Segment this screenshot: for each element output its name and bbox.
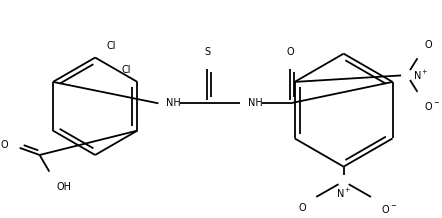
- Text: O$^-$: O$^-$: [381, 203, 397, 215]
- Text: S: S: [204, 47, 210, 56]
- Text: OH: OH: [56, 182, 71, 192]
- Text: NH: NH: [166, 98, 181, 108]
- Text: N$^+$: N$^+$: [336, 187, 351, 200]
- Text: N$^+$: N$^+$: [413, 68, 428, 82]
- Text: O: O: [299, 203, 307, 213]
- Text: O: O: [286, 47, 294, 56]
- Text: O: O: [424, 40, 432, 50]
- Text: Cl: Cl: [121, 65, 130, 75]
- Text: O: O: [1, 140, 8, 150]
- Text: NH: NH: [248, 98, 263, 108]
- Text: Cl: Cl: [107, 41, 116, 51]
- Text: O$^-$: O$^-$: [424, 100, 441, 112]
